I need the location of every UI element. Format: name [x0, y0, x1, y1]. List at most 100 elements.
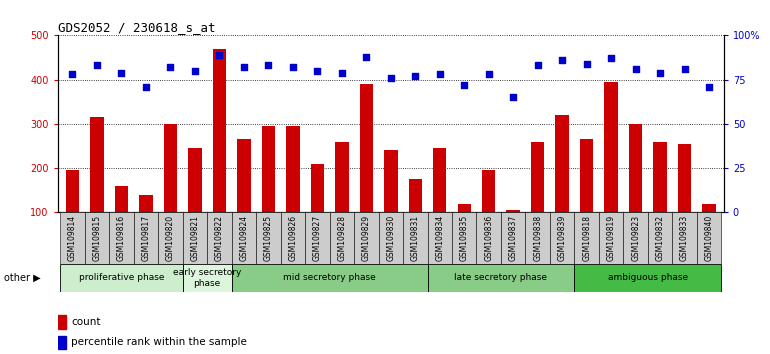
Text: GSM109833: GSM109833	[680, 215, 689, 261]
Point	[139, 84, 152, 90]
Text: GSM109832: GSM109832	[655, 215, 665, 261]
Text: early secretory
phase: early secretory phase	[173, 268, 241, 287]
Bar	[286, 126, 300, 212]
Text: mid secretory phase: mid secretory phase	[283, 273, 376, 282]
Text: GSM109831: GSM109831	[410, 215, 420, 261]
Text: other ▶: other ▶	[4, 273, 41, 283]
Bar	[654, 142, 667, 212]
Point	[238, 64, 250, 70]
Text: GDS2052 / 230618_s_at: GDS2052 / 230618_s_at	[58, 21, 216, 34]
Text: GSM109836: GSM109836	[484, 215, 494, 261]
Point	[66, 72, 79, 77]
Bar	[262, 126, 275, 212]
Bar	[427, 264, 574, 292]
Text: GSM109818: GSM109818	[582, 215, 591, 261]
Bar	[256, 212, 280, 264]
Point	[434, 72, 446, 77]
Point	[605, 56, 618, 61]
Bar	[139, 195, 152, 212]
Bar	[58, 315, 66, 329]
Text: GSM109817: GSM109817	[142, 215, 150, 261]
Point	[630, 66, 642, 72]
Bar	[65, 170, 79, 212]
Bar	[697, 212, 721, 264]
Text: GSM109815: GSM109815	[92, 215, 102, 261]
Point	[213, 52, 226, 58]
Bar	[531, 142, 544, 212]
Bar	[550, 212, 574, 264]
Bar	[452, 212, 477, 264]
Point	[483, 72, 495, 77]
Point	[703, 84, 715, 90]
Point	[458, 82, 470, 88]
Text: GSM109819: GSM109819	[607, 215, 616, 261]
Bar	[232, 264, 427, 292]
Bar	[188, 148, 202, 212]
Point	[531, 63, 544, 68]
Point	[360, 54, 373, 59]
Text: GSM109839: GSM109839	[557, 215, 567, 261]
Bar	[501, 212, 525, 264]
Bar	[164, 124, 177, 212]
Bar	[599, 212, 624, 264]
Bar	[403, 212, 427, 264]
Bar	[354, 212, 379, 264]
Point	[581, 61, 593, 67]
Bar	[109, 212, 134, 264]
Bar	[237, 139, 250, 212]
Bar	[85, 212, 109, 264]
Bar	[427, 212, 452, 264]
Bar	[409, 179, 422, 212]
Bar	[574, 212, 599, 264]
Text: GSM109828: GSM109828	[337, 215, 346, 261]
Bar	[213, 48, 226, 212]
Text: GSM109840: GSM109840	[705, 215, 714, 261]
Point	[556, 57, 568, 63]
Text: GSM109827: GSM109827	[313, 215, 322, 261]
Bar	[60, 264, 182, 292]
Bar	[629, 124, 642, 212]
Bar	[624, 212, 648, 264]
Bar	[134, 212, 158, 264]
Bar	[310, 164, 324, 212]
Bar	[360, 84, 373, 212]
Bar	[158, 212, 182, 264]
Text: GSM109825: GSM109825	[264, 215, 273, 261]
Bar	[525, 212, 550, 264]
Point	[384, 75, 397, 81]
Bar	[433, 148, 447, 212]
Text: GSM109816: GSM109816	[117, 215, 126, 261]
Text: GSM109814: GSM109814	[68, 215, 77, 261]
Bar	[58, 336, 66, 349]
Text: GSM109824: GSM109824	[239, 215, 249, 261]
Point	[164, 64, 176, 70]
Bar	[379, 212, 403, 264]
Bar	[335, 142, 349, 212]
Text: GSM109822: GSM109822	[215, 215, 224, 261]
Text: GSM109820: GSM109820	[166, 215, 175, 261]
Point	[336, 70, 348, 75]
Bar	[580, 139, 594, 212]
Point	[286, 64, 299, 70]
Bar	[678, 144, 691, 212]
Bar	[482, 170, 495, 212]
Point	[262, 63, 274, 68]
Text: GSM109821: GSM109821	[190, 215, 199, 261]
Bar	[207, 212, 232, 264]
Bar	[604, 82, 618, 212]
Bar	[115, 186, 128, 212]
Bar	[384, 150, 397, 212]
Bar	[507, 210, 520, 212]
Bar	[648, 212, 672, 264]
Text: GSM109837: GSM109837	[509, 215, 517, 261]
Bar	[555, 115, 569, 212]
Point	[189, 68, 201, 74]
Bar	[477, 212, 501, 264]
Text: late secretory phase: late secretory phase	[454, 273, 547, 282]
Text: GSM109838: GSM109838	[533, 215, 542, 261]
Text: GSM109830: GSM109830	[387, 215, 395, 261]
Text: GSM109823: GSM109823	[631, 215, 640, 261]
Point	[91, 63, 103, 68]
Text: percentile rank within the sample: percentile rank within the sample	[71, 337, 247, 348]
Point	[116, 70, 128, 75]
